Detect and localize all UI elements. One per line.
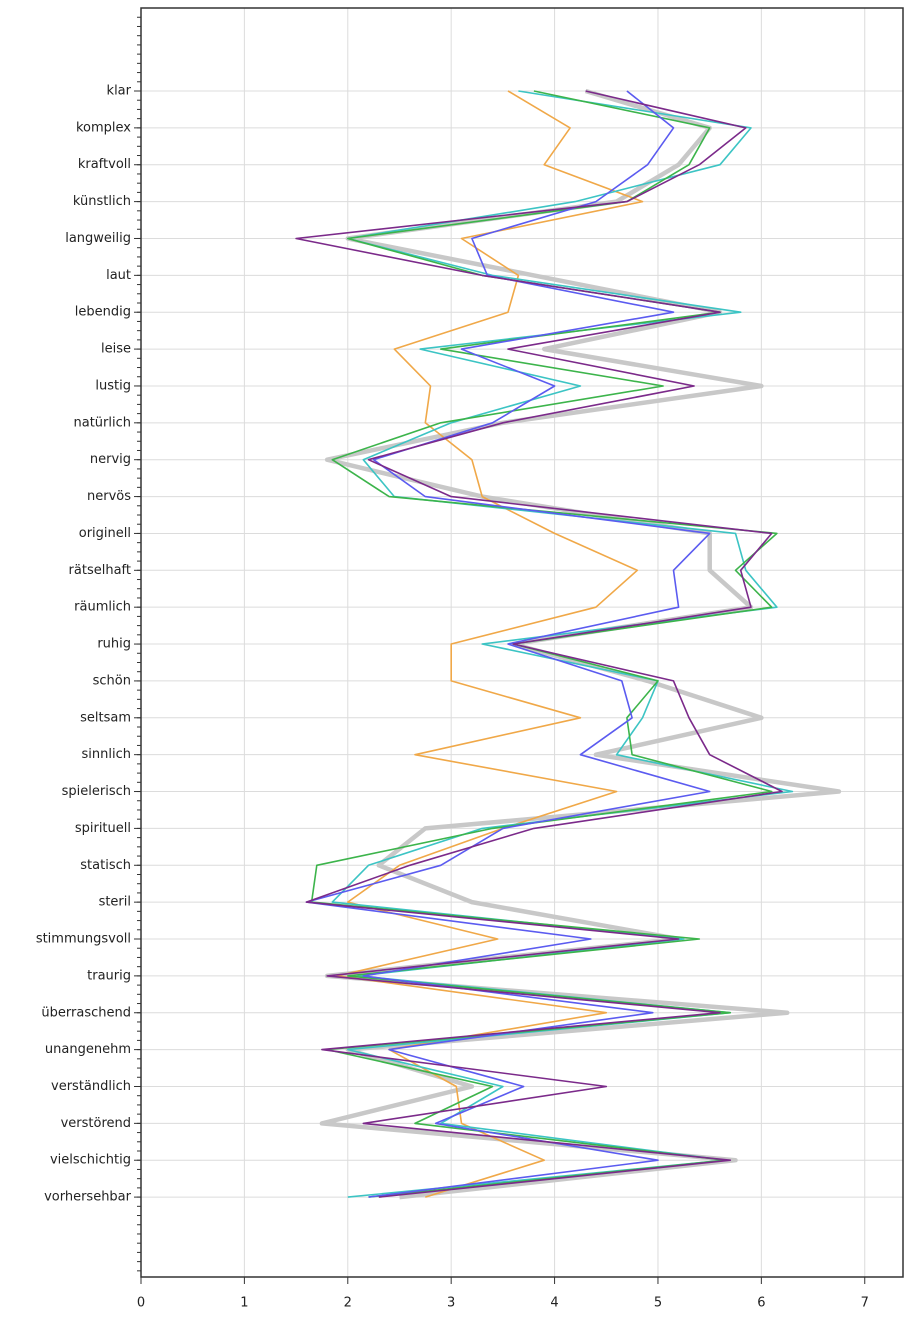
y-tick-label: rätselhaft — [69, 563, 131, 578]
x-tick-label: 7 — [861, 1296, 869, 1311]
x-tick-label: 4 — [550, 1296, 558, 1311]
x-tick-label: 6 — [757, 1296, 765, 1311]
y-tick-label: stimmungsvoll — [36, 932, 131, 947]
y-tick-label: klar — [107, 84, 132, 99]
y-tick-label: lebendig — [75, 305, 131, 320]
y-tick-label: überraschend — [41, 1005, 131, 1020]
y-tick-label: seltsam — [80, 710, 131, 725]
x-tick-label: 0 — [137, 1296, 145, 1311]
y-tick-label: spirituell — [75, 821, 131, 836]
y-tick-label: schön — [93, 673, 131, 688]
x-tick-label: 5 — [654, 1296, 662, 1311]
y-tick-label: langweilig — [65, 231, 131, 246]
y-tick-label: vielschichtig — [50, 1153, 131, 1168]
x-tick-label: 3 — [447, 1296, 455, 1311]
plot-frame — [140, 7, 904, 1278]
y-tick-label: originell — [79, 526, 131, 541]
y-tick-label: traurig — [87, 968, 131, 983]
y-tick-label: nervig — [90, 452, 131, 467]
x-tick-label: 1 — [240, 1296, 248, 1311]
y-tick-label: verstörend — [61, 1116, 131, 1131]
y-tick-label: laut — [106, 268, 131, 283]
y-tick-label: ruhig — [97, 637, 131, 652]
y-tick-label: spielerisch — [62, 784, 131, 799]
series-line — [336, 90, 644, 1198]
y-tick-label: unangenehm — [45, 1042, 131, 1057]
y-tick-label: verständlich — [51, 1079, 131, 1094]
x-tick-label: 2 — [344, 1296, 352, 1311]
y-tick-label: komplex — [76, 120, 131, 135]
y-tick-label: räumlich — [74, 600, 131, 615]
series-line — [295, 90, 783, 1198]
y-tick-label: sinnlich — [82, 747, 131, 762]
y-tick-label: natürlich — [74, 415, 132, 430]
y-tick-label: statisch — [80, 858, 131, 873]
y-tick-label: lustig — [95, 378, 131, 393]
y-tick-label: vorhersehbar — [44, 1190, 132, 1205]
y-tick-label: leise — [101, 342, 131, 357]
y-tick-label: künstlich — [73, 194, 131, 209]
y-tick-label: steril — [99, 895, 131, 910]
y-tick-label: kraftvoll — [78, 157, 131, 172]
y-tick-label: nervös — [87, 489, 131, 504]
